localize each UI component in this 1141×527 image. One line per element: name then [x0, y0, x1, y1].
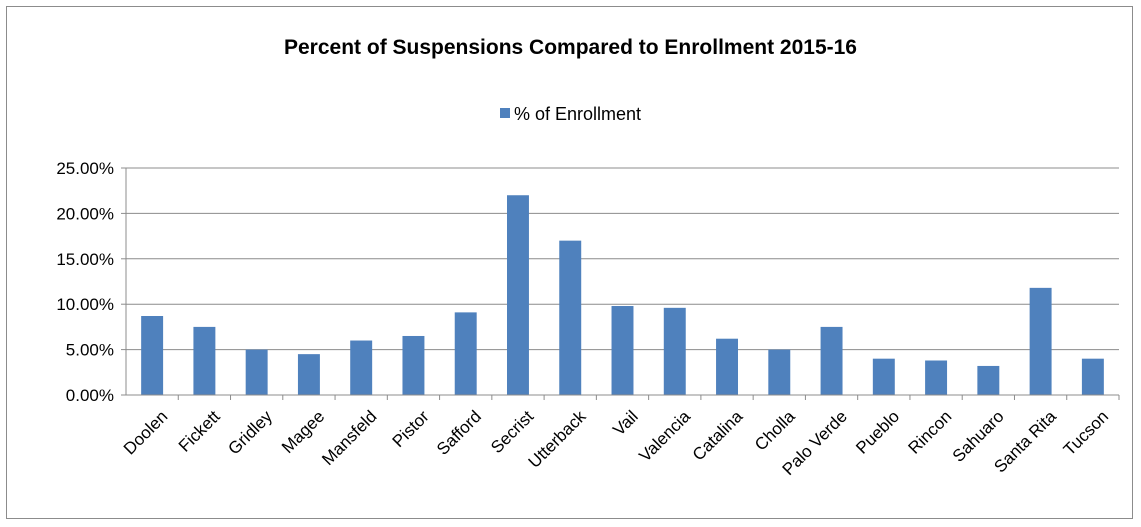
legend-label: % of Enrollment — [513, 104, 642, 124]
bar — [611, 306, 634, 395]
bar — [977, 365, 1000, 395]
bar — [872, 358, 895, 395]
x-category-label: Magee — [278, 407, 328, 457]
x-category-label: Secrist — [487, 407, 537, 457]
bars — [141, 195, 1104, 395]
bar — [402, 335, 425, 395]
y-tick-labels: 0.00% 5.00% 10.00% 15.00% 20.00% 25.00% — [56, 159, 126, 405]
bar — [716, 338, 739, 395]
y-tick-label: 25.00% — [56, 159, 114, 178]
bar — [193, 326, 216, 395]
y-tick-label: 10.00% — [56, 295, 114, 314]
bar — [768, 349, 791, 395]
x-category-label: Doolen — [120, 407, 172, 459]
bar — [820, 326, 843, 395]
x-category-label: Rincon — [905, 407, 956, 458]
bar — [297, 354, 320, 395]
bar — [506, 195, 529, 395]
y-tick-label: 20.00% — [56, 204, 114, 223]
x-category-label: Tucson — [1060, 407, 1112, 459]
bar — [663, 307, 686, 395]
x-category-label: Pistor — [389, 407, 433, 451]
x-category-label: Pueblo — [852, 407, 903, 458]
axes — [125, 168, 1120, 400]
x-category-label: Valencia — [635, 406, 694, 465]
x-category-label: Fickett — [175, 407, 224, 456]
legend-swatch — [499, 108, 510, 119]
y-tick-label: 0.00% — [66, 386, 114, 405]
bar — [245, 349, 268, 395]
y-tick-label: 5.00% — [66, 341, 114, 360]
bar — [925, 360, 948, 395]
x-category-label: Catalina — [689, 406, 747, 464]
bar — [1081, 358, 1104, 395]
x-category-label: Mansfeld — [318, 407, 380, 469]
x-category-label: Cholla — [751, 406, 799, 454]
x-category-label: Vail — [609, 407, 642, 440]
x-category-label: Utterback — [525, 407, 590, 472]
y-tick-label: 15.00% — [56, 250, 114, 269]
bar — [350, 340, 373, 395]
bar — [141, 316, 164, 395]
chart-title: Percent of Suspensions Compared to Enrol… — [284, 36, 857, 59]
legend: % of Enrollment — [0, 104, 1141, 125]
x-category-label: Gridley — [224, 407, 276, 459]
bar — [559, 240, 582, 395]
bar — [1029, 287, 1052, 395]
bar — [454, 312, 477, 395]
x-category-label: Safford — [433, 407, 485, 459]
